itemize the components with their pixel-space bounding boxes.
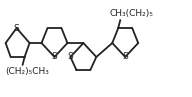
Text: CH₃(CH₂)₅: CH₃(CH₂)₅ <box>109 9 153 18</box>
Text: S: S <box>68 52 73 61</box>
Text: S: S <box>14 24 19 33</box>
Text: S: S <box>52 52 57 61</box>
Text: (CH₂)₅CH₃: (CH₂)₅CH₃ <box>6 67 50 76</box>
Text: S: S <box>122 52 128 61</box>
